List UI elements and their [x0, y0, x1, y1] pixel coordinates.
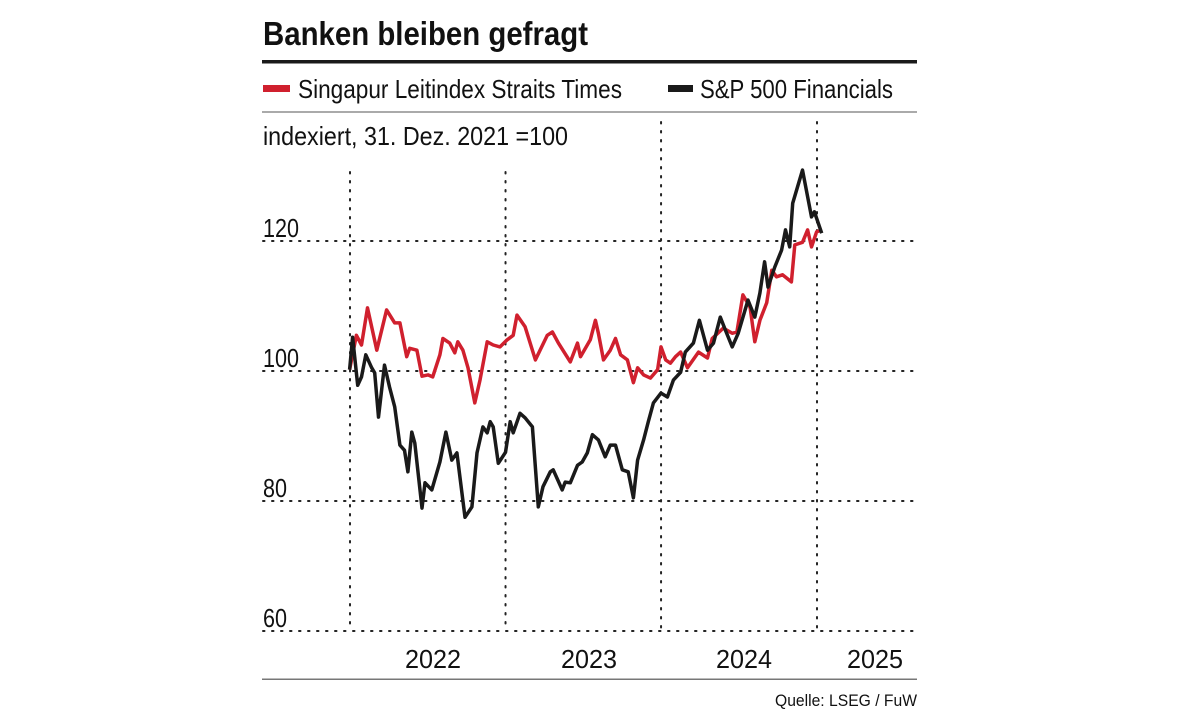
y-axis-labels: 120 100 80 60 — [263, 213, 299, 633]
x-tick-label: 2025 — [847, 644, 903, 674]
y-tick-label: 100 — [263, 343, 299, 373]
legend-swatch-sp500-financials — [668, 85, 693, 92]
source-note: Quelle: LSEG / FuW — [775, 691, 917, 710]
legend-rule — [262, 111, 917, 113]
bottom-rule — [262, 678, 917, 680]
chart-subtitle: indexiert, 31. Dez. 2021 =100 — [263, 121, 568, 151]
title-rule — [262, 60, 917, 64]
x-axis-labels: 2022 2023 2024 2025 — [405, 644, 903, 674]
x-tick-label: 2023 — [561, 644, 617, 674]
chart-title: Banken bleiben gefragt — [263, 15, 588, 52]
x-tick-label: 2022 — [405, 644, 461, 674]
legend-swatch-straits-times — [263, 85, 290, 92]
legend: Singapur Leitindex Straits Times S&P 500… — [263, 74, 893, 104]
y-tick-label: 120 — [263, 213, 299, 243]
legend-label-sp500-financials: S&P 500 Financials — [700, 74, 893, 104]
series-line-sp500-financials — [347, 168, 824, 520]
legend-label-straits-times: Singapur Leitindex Straits Times — [298, 74, 622, 104]
x-tick-label: 2024 — [716, 644, 772, 674]
y-tick-label: 80 — [263, 473, 287, 503]
series-line-straits-times — [347, 228, 823, 405]
series-lines — [347, 168, 824, 520]
y-tick-label: 60 — [263, 603, 287, 633]
